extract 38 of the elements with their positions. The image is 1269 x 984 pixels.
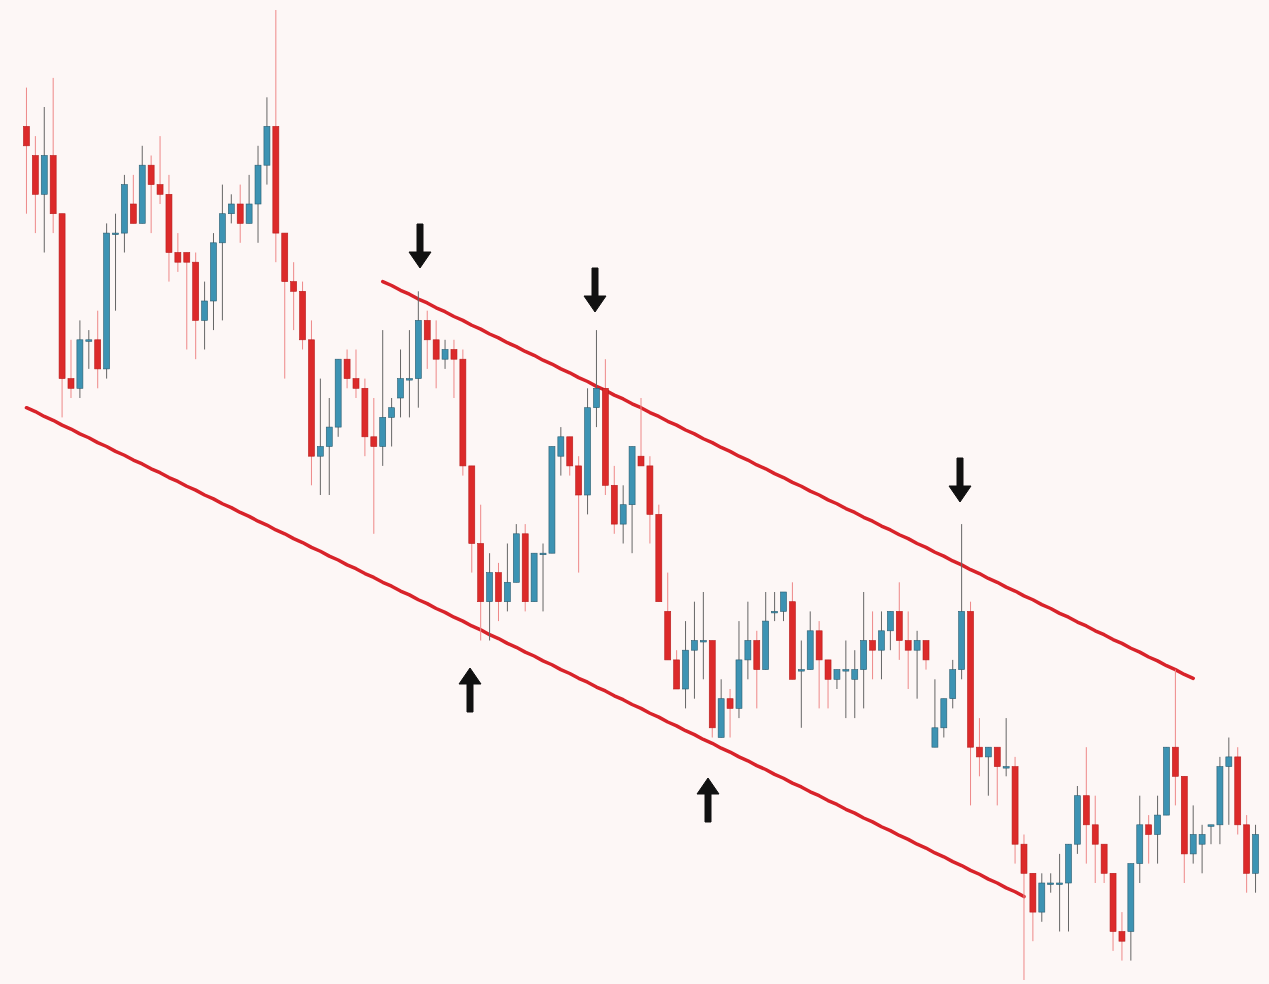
candlestick bbox=[700, 591, 707, 680]
candlestick bbox=[593, 329, 600, 428]
candlestick bbox=[397, 349, 404, 418]
candlestick bbox=[780, 591, 787, 622]
candlestick bbox=[130, 174, 137, 224]
candlestick bbox=[1145, 814, 1152, 865]
candlestick bbox=[691, 601, 698, 700]
candlestick bbox=[976, 717, 983, 777]
candlestick bbox=[1002, 717, 1010, 777]
candlestick bbox=[1047, 872, 1054, 894]
candlestick bbox=[23, 87, 30, 215]
candlestick bbox=[985, 746, 992, 797]
candlestick bbox=[771, 591, 778, 622]
candlestick bbox=[432, 319, 440, 389]
candlestick bbox=[869, 610, 876, 680]
candlestick bbox=[878, 610, 885, 680]
candlestick bbox=[236, 184, 244, 244]
candlestick bbox=[317, 378, 324, 496]
candlestick bbox=[423, 310, 431, 370]
candlestick bbox=[726, 688, 734, 738]
candlestick bbox=[851, 649, 859, 719]
candlestick bbox=[441, 339, 449, 370]
candlestick bbox=[290, 261, 297, 331]
candlestick bbox=[993, 746, 1001, 806]
candlestick bbox=[228, 193, 235, 224]
candlestick bbox=[1056, 853, 1063, 932]
candlestick bbox=[406, 329, 413, 418]
candlestick bbox=[504, 543, 511, 612]
candlestick bbox=[112, 213, 119, 312]
candlestick bbox=[1154, 795, 1161, 865]
candlestick bbox=[388, 397, 395, 447]
candlestick bbox=[913, 630, 921, 700]
candlestick bbox=[922, 640, 930, 671]
candlestick bbox=[325, 397, 333, 496]
candlestick bbox=[201, 281, 208, 350]
candlestick bbox=[887, 610, 894, 651]
candlestick bbox=[798, 640, 805, 729]
candlestick bbox=[904, 610, 912, 690]
